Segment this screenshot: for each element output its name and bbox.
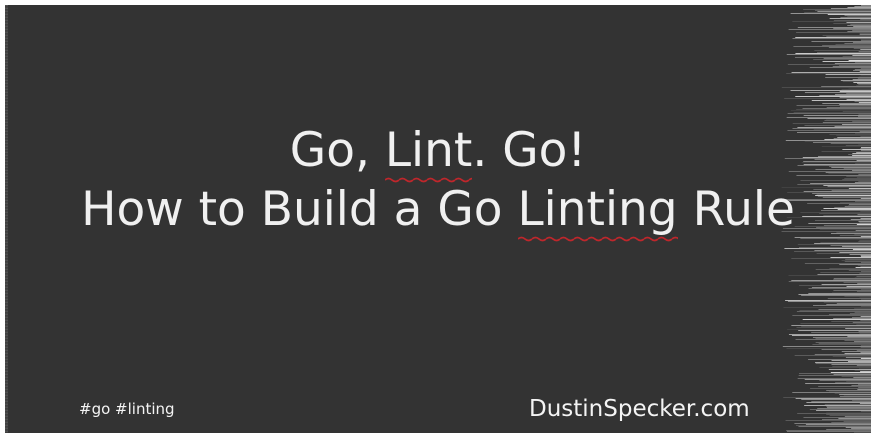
- misspelled-word-linting[interactable]: Linting: [517, 182, 678, 242]
- title-line-2: How to Build a Go Linting Rule: [5, 182, 871, 242]
- title-card: Go, Lint. Go! How to Build a Go Linting …: [5, 5, 871, 433]
- site-name: DustinSpecker.com: [529, 396, 750, 422]
- rough-edge-texture: [781, 5, 871, 433]
- hashtags: #go #linting: [79, 400, 175, 418]
- misspelled-word-lint[interactable]: Lint: [384, 123, 473, 183]
- title-line-2-start: How to Build a Go: [81, 182, 518, 237]
- title-line-1-start: Go,: [289, 123, 385, 178]
- title-line-2-end: Rule: [677, 182, 795, 237]
- title-line-1-end: . Go!: [472, 123, 587, 178]
- title-line-1: Go, Lint. Go!: [5, 123, 871, 183]
